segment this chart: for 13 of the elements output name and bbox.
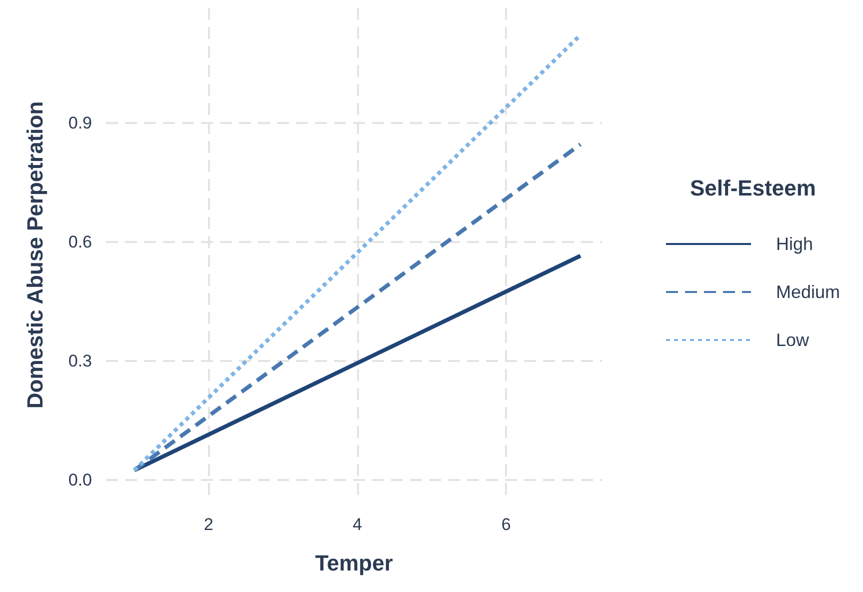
y-tick-label: 0.0 bbox=[68, 470, 92, 490]
y-tick-label: 0.3 bbox=[68, 351, 92, 370]
x-axis-title: Temper bbox=[315, 550, 394, 576]
x-tick-label: 6 bbox=[501, 515, 511, 534]
legend-label: High bbox=[776, 234, 814, 254]
y-tick-label: 0.6 bbox=[68, 232, 92, 252]
legend-label: Medium bbox=[776, 282, 840, 302]
legend-label: Low bbox=[776, 330, 810, 350]
x-tick-label: 4 bbox=[352, 515, 362, 534]
x-tick-label: 2 bbox=[204, 515, 214, 534]
y-axis-title: Domestic Abuse Perpetration bbox=[22, 101, 48, 409]
y-tick-label: 0.9 bbox=[68, 113, 92, 132]
legend-title: Self-Esteem bbox=[690, 176, 816, 200]
